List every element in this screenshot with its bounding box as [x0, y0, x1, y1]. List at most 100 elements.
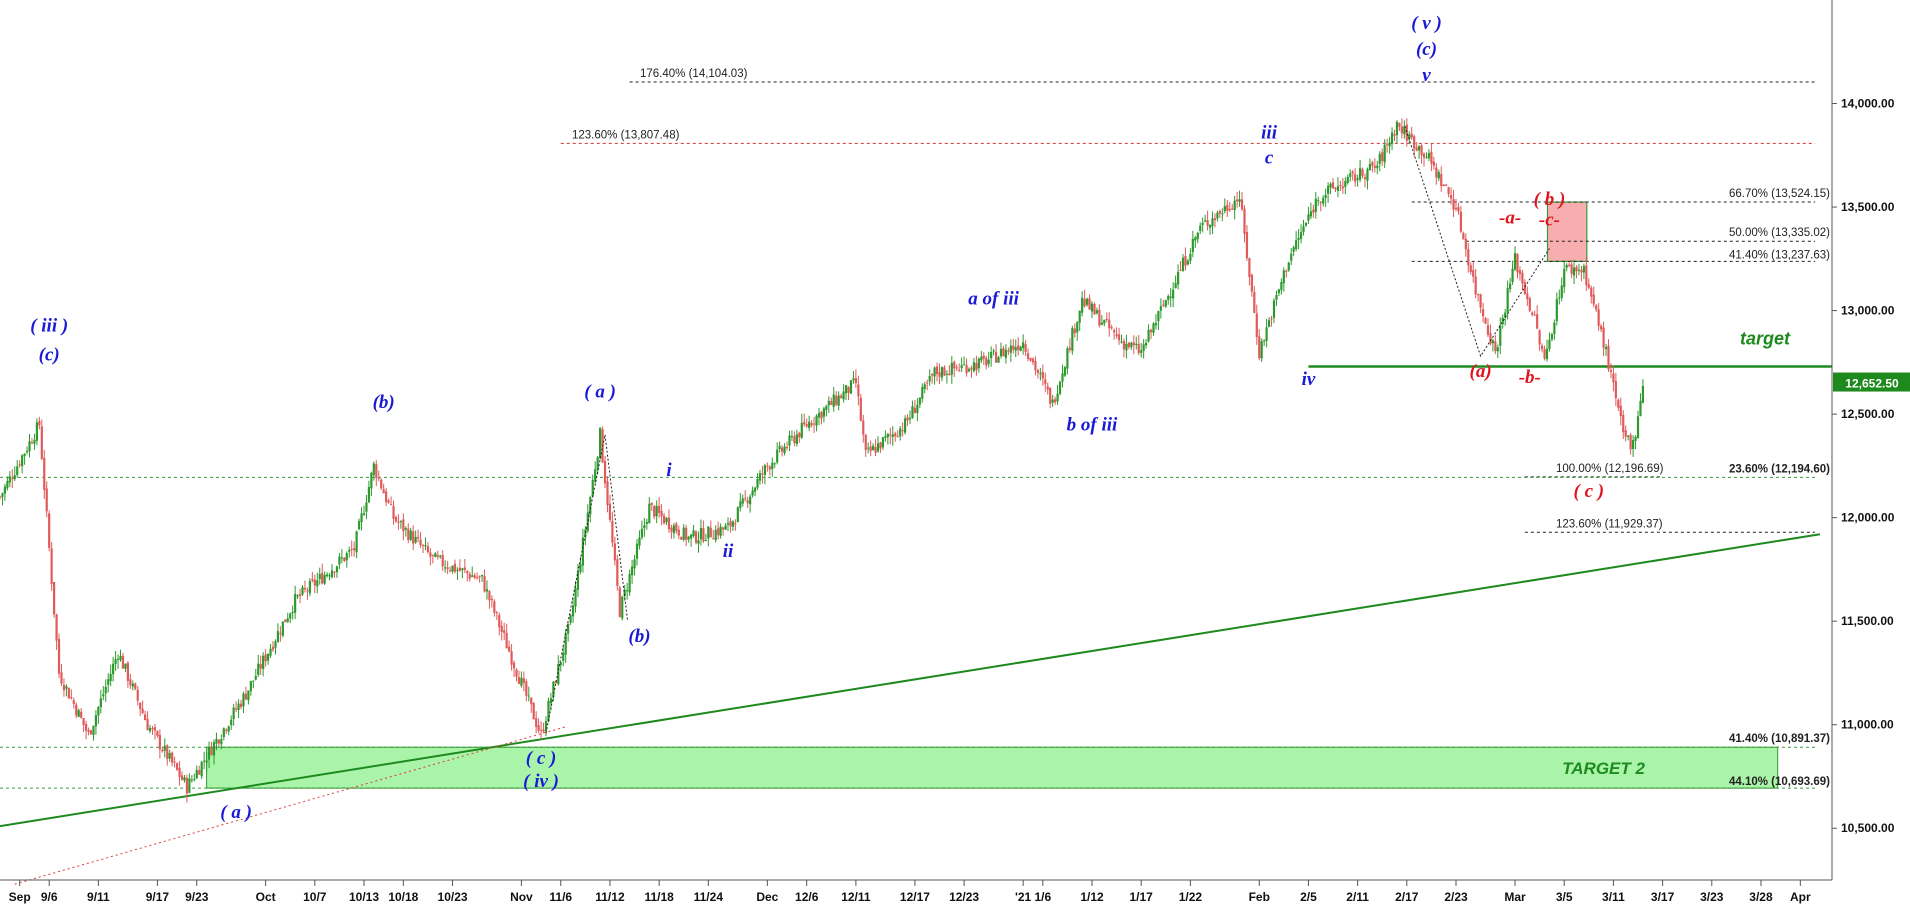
candle-body [1110, 327, 1113, 329]
candle-body [1240, 199, 1244, 210]
candle-body [1223, 206, 1226, 212]
candle-body [1516, 253, 1519, 273]
candle-body [1641, 385, 1645, 403]
candle-body [1058, 381, 1062, 394]
candle-body [212, 742, 216, 756]
x-tick-label: 12/17 [900, 890, 930, 904]
wave-label: v [1422, 65, 1431, 86]
candle-body [795, 434, 798, 444]
candle-body [493, 601, 496, 613]
candle-body [1285, 270, 1288, 272]
wave-label: (c) [39, 344, 60, 365]
candle-body [901, 430, 904, 432]
wave-labels-layer: TARGET 2 target ( iii ) (c) (b) ( a ) i (b) ii a … [30, 13, 1791, 823]
candle-body [367, 487, 371, 503]
candle-body [1024, 344, 1027, 352]
candle-body [542, 729, 545, 732]
candle-body [923, 384, 926, 389]
candle-body [756, 479, 759, 488]
x-tick-label: 3/5 [1556, 890, 1573, 904]
candle-body [1536, 314, 1539, 329]
x-tick-label: '21 [1015, 890, 1032, 904]
candle-body [1634, 436, 1637, 441]
x-tick-label: Sep [9, 890, 31, 904]
candle-body [1078, 310, 1081, 323]
candle-body [977, 358, 980, 369]
candle-body [1265, 327, 1268, 341]
x-tick-label: 9/11 [87, 890, 110, 904]
candle-body [763, 465, 766, 475]
candle-body [810, 423, 813, 426]
candle-body [357, 521, 361, 530]
candle-body [1002, 348, 1005, 357]
candle-body [244, 693, 248, 700]
candle-body [35, 422, 38, 441]
candle-body [1061, 373, 1064, 382]
candle-body [148, 728, 152, 732]
fib-level-label: 176.40% (14,104.03) [640, 68, 748, 80]
wave-label: ( b ) [1534, 189, 1566, 210]
candle-body [1521, 272, 1524, 284]
candle-body [1361, 169, 1364, 176]
candle-body [773, 463, 776, 465]
candle-body [274, 641, 277, 648]
candle-body [1044, 379, 1047, 385]
candle-body [439, 555, 442, 557]
candle-body [928, 375, 931, 382]
candle-body [249, 681, 252, 692]
candle-body [468, 573, 471, 579]
candle-body [490, 598, 493, 601]
candle-body [102, 694, 105, 697]
candle-body [1307, 214, 1310, 221]
candle-body [704, 539, 707, 541]
candle-body [1290, 253, 1293, 261]
candle-body [596, 457, 599, 470]
candle-body [43, 457, 46, 490]
candle-body [232, 707, 235, 719]
candle-body [1531, 312, 1534, 315]
candle-body [1582, 266, 1585, 273]
candle-body [207, 746, 211, 760]
candle-body [967, 368, 971, 372]
candle-body [574, 588, 577, 607]
candle-body [200, 761, 203, 777]
candle-body [254, 676, 257, 680]
candle-body [444, 567, 447, 569]
candle-body [1258, 336, 1261, 359]
candle-body [247, 690, 250, 701]
candle-body [864, 434, 867, 451]
candle-body [1545, 348, 1549, 360]
candle-body [751, 490, 754, 496]
candle-body [178, 767, 181, 777]
candle-body [785, 447, 789, 449]
candle-body [75, 704, 78, 716]
candle-body [1009, 345, 1012, 353]
candle-body [1629, 434, 1632, 450]
candle-body [746, 500, 749, 504]
candle-body [1216, 212, 1219, 219]
candle-body [694, 531, 698, 543]
x-tick-label: 9/23 [185, 890, 209, 904]
candle-body [1103, 319, 1106, 324]
candle-body [1464, 238, 1467, 250]
candle-body [707, 526, 710, 539]
candle-body [463, 567, 466, 570]
candle-body [193, 778, 196, 780]
candle-body [1622, 414, 1625, 433]
candle-body [1169, 296, 1172, 298]
wave-label: i [666, 460, 672, 481]
candle-body [1176, 271, 1180, 285]
candle-body [1295, 240, 1298, 250]
candle-body [40, 426, 43, 459]
candle-body [517, 677, 521, 684]
candle-body [53, 582, 56, 615]
candle-body [613, 543, 616, 561]
candle-body [151, 728, 154, 730]
candle-body [1550, 334, 1554, 340]
candle-body [220, 738, 223, 745]
candle-body [1454, 207, 1458, 210]
candle-body [1208, 224, 1212, 228]
candle-body [1440, 173, 1443, 187]
candle-body [847, 386, 850, 393]
candle-body [23, 453, 26, 457]
